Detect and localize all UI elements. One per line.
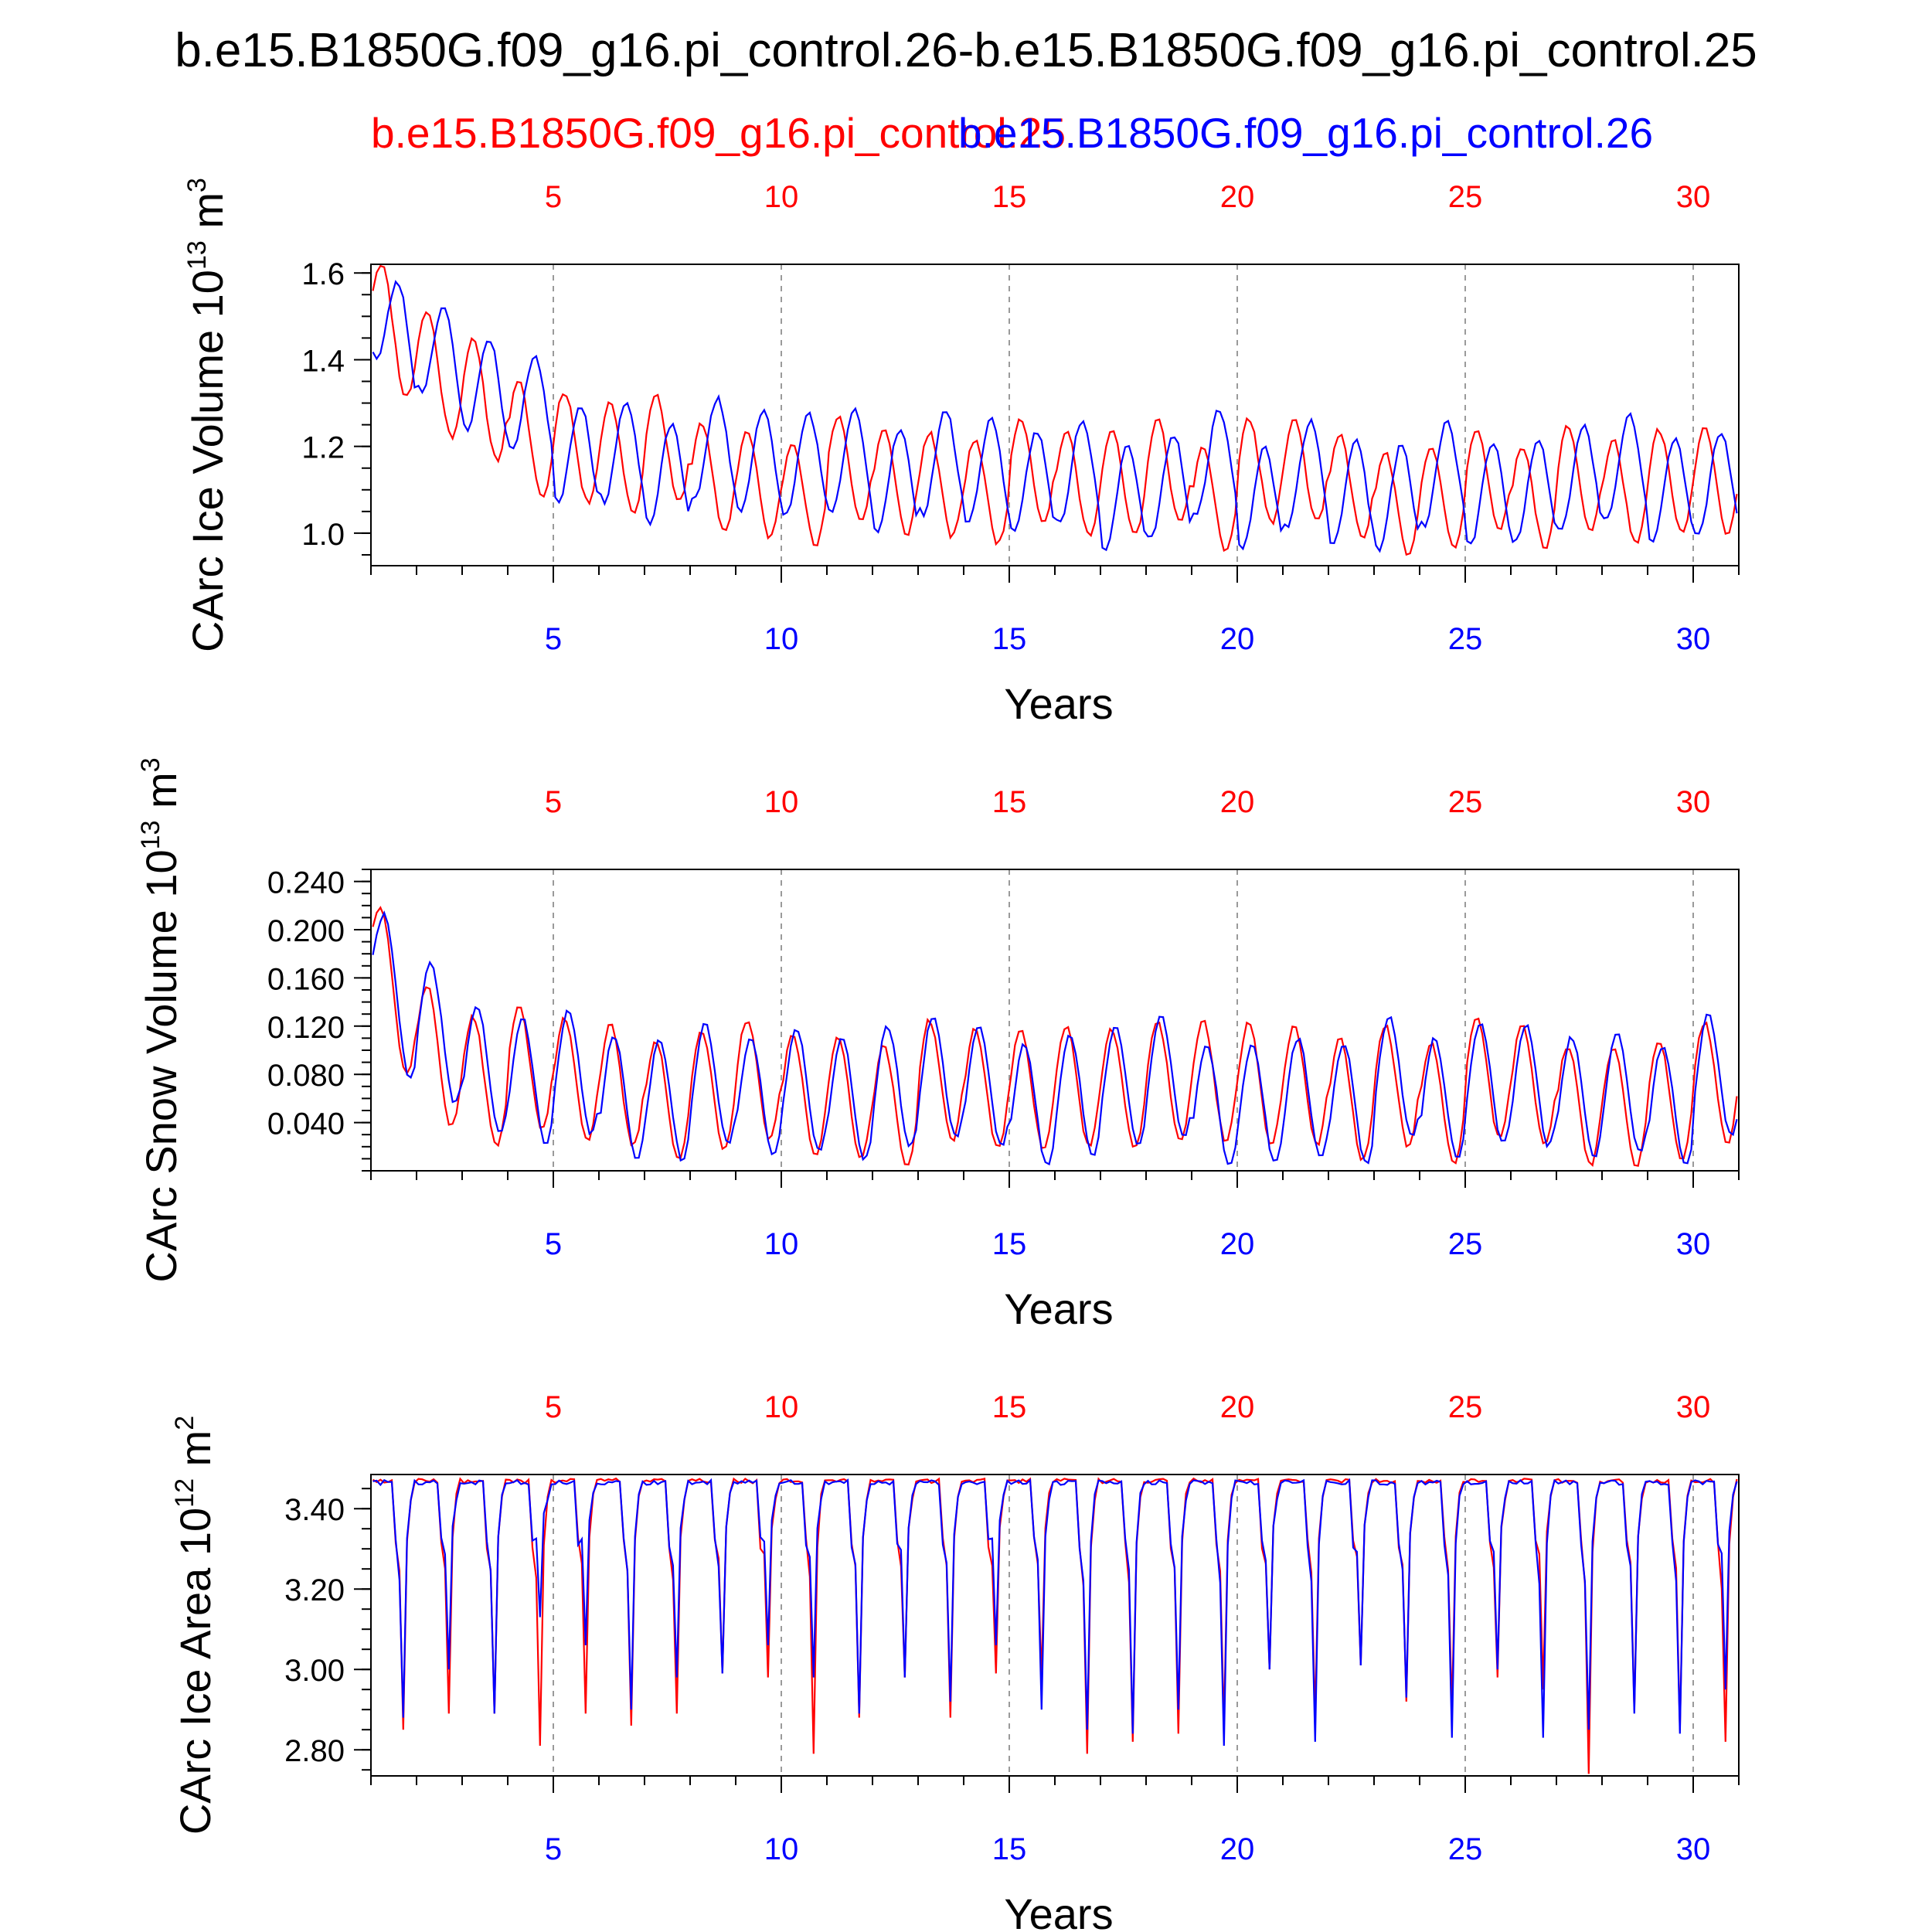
series-line-blue: [372, 1478, 1738, 1747]
x-top-tick-label: 30: [1676, 785, 1711, 819]
x-bottom-tick-label: 20: [1220, 622, 1255, 656]
y-tick-label: 0.120: [267, 1011, 345, 1045]
panel-ice-area: 2.80 3.00 3.20 3.40 5 5 10 10 15 15 20 20 25 25 30 30 Ye…: [170, 1390, 1740, 1932]
x-top-tick-label: 20: [1220, 785, 1255, 819]
y-tick-label: 0.160: [267, 962, 345, 996]
x-top-tick-label: 20: [1220, 180, 1255, 214]
y-tick-label: 1.0: [301, 518, 345, 552]
panel-ice-volume: 1.0 1.2 1.4 1.6 5 5 10 10 15 15 20 20 25 25 30 30 Years C…: [182, 178, 1740, 728]
x-top-tick-label: 25: [1448, 1390, 1483, 1424]
y-tick-label: 0.080: [267, 1059, 345, 1093]
x-top-tick-label: 15: [992, 180, 1027, 214]
series-line-blue: [372, 910, 1738, 1166]
y-axis-label: CArc Snow Volume 1013 m3: [136, 757, 185, 1282]
x-bottom-tick-label: 25: [1448, 1227, 1483, 1261]
panel-snow-volume: 0.040 0.080 0.120 0.160 0.200 0.240 5 5 10 10 15 15…: [136, 757, 1740, 1333]
x-top-tick-label: 25: [1448, 785, 1483, 819]
main-title: b.e15.B1850G.f09_g16.pi_control.26-b.e15…: [175, 24, 1757, 77]
x-bottom-tick-label: 20: [1220, 1227, 1255, 1261]
x-top-tick-label: 15: [992, 1390, 1027, 1424]
x-top-tick-label: 30: [1676, 1390, 1711, 1424]
x-top-tick-label: 10: [764, 785, 799, 819]
x-top-tick-label: 5: [545, 1390, 562, 1424]
x-bottom-tick-label: 30: [1676, 1832, 1711, 1866]
series-line-red: [372, 264, 1738, 556]
y-tick-label: 3.00: [284, 1654, 345, 1688]
x-bottom-tick-label: 10: [764, 1227, 799, 1261]
y-axis-label: CArc Ice Area 1012 m2: [170, 1416, 219, 1835]
x-top-tick-label: 20: [1220, 1390, 1255, 1424]
legend-red-case: b.e15.B1850G.f09_g16.pi_control.25: [371, 109, 1066, 157]
x-bottom-tick-label: 5: [545, 1832, 562, 1866]
x-bottom-tick-label: 30: [1676, 622, 1711, 656]
y-tick-label: 1.6: [301, 257, 345, 291]
y-tick-label: 0.240: [267, 866, 345, 900]
legend-blue-case: b.e15.B1850G.f09_g16.pi_control.26: [958, 109, 1654, 157]
x-axis-label: Years: [1004, 1889, 1113, 1932]
y-tick-label: 1.2: [301, 431, 345, 465]
x-top-tick-label: 25: [1448, 180, 1483, 214]
x-bottom-tick-label: 25: [1448, 1832, 1483, 1866]
x-bottom-tick-label: 5: [545, 1227, 562, 1261]
x-bottom-tick-label: 25: [1448, 622, 1483, 656]
x-axis-label: Years: [1004, 679, 1113, 728]
series-line-red: [372, 906, 1738, 1167]
y-tick-label: 1.4: [301, 344, 345, 378]
x-top-tick-label: 10: [764, 180, 799, 214]
series-line-blue: [372, 280, 1738, 553]
y-tick-label: 0.200: [267, 914, 345, 948]
x-bottom-tick-label: 15: [992, 622, 1027, 656]
y-tick-label: 3.40: [284, 1493, 345, 1527]
y-tick-label: 0.040: [267, 1107, 345, 1141]
y-tick-label: 2.80: [284, 1734, 345, 1768]
x-top-tick-label: 5: [545, 180, 562, 214]
x-bottom-tick-label: 15: [992, 1227, 1027, 1261]
x-top-tick-label: 30: [1676, 180, 1711, 214]
y-tick-label: 3.20: [284, 1573, 345, 1607]
x-bottom-tick-label: 30: [1676, 1227, 1711, 1261]
x-top-tick-label: 10: [764, 1390, 799, 1424]
x-top-tick-label: 15: [992, 785, 1027, 819]
x-bottom-tick-label: 5: [545, 622, 562, 656]
x-bottom-tick-label: 10: [764, 1832, 799, 1866]
x-top-tick-label: 5: [545, 785, 562, 819]
x-bottom-tick-label: 20: [1220, 1832, 1255, 1866]
y-axis-label: CArc Ice Volume 1013 m3: [182, 178, 232, 652]
x-bottom-tick-label: 10: [764, 622, 799, 656]
x-bottom-tick-label: 15: [992, 1832, 1027, 1866]
x-axis-label: Years: [1004, 1284, 1113, 1333]
